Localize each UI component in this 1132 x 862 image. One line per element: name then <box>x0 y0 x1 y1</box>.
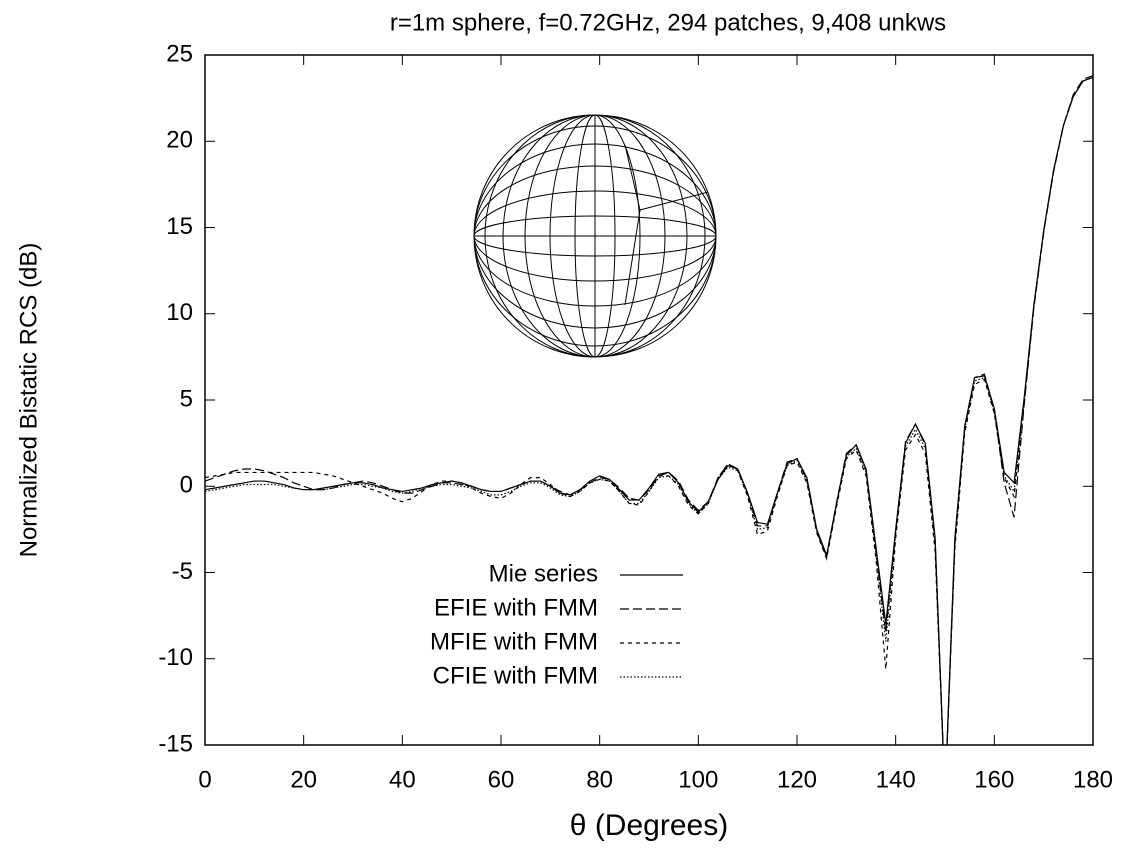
y-tick-label: -10 <box>158 644 193 671</box>
y-tick-label: 10 <box>166 299 193 326</box>
legend-label: MFIE with FMM <box>430 628 598 655</box>
legend-label: CFIE with FMM <box>433 662 598 689</box>
chart-title: r=1m sphere, f=0.72GHz, 294 patches, 9,4… <box>390 9 946 36</box>
series-line <box>205 76 1093 745</box>
y-tick-label: 20 <box>166 127 193 154</box>
series-line <box>205 76 1093 745</box>
x-tick-label: 60 <box>488 766 515 793</box>
x-tick-label: 180 <box>1073 766 1113 793</box>
legend-label: EFIE with FMM <box>434 594 598 621</box>
y-tick-label: 25 <box>166 40 193 67</box>
y-axis-label: Normalized Bistatic RCS (dB) <box>15 243 42 558</box>
x-tick-label: 100 <box>678 766 718 793</box>
y-tick-label: 15 <box>166 213 193 240</box>
series-line <box>205 75 1093 745</box>
x-axis-label: θ (Degrees) <box>570 809 728 842</box>
y-tick-label: -5 <box>172 558 193 585</box>
sphere-inset <box>473 114 717 358</box>
y-tick-label: 0 <box>180 472 193 499</box>
x-tick-label: 40 <box>389 766 416 793</box>
x-tick-label: 140 <box>876 766 916 793</box>
x-tick-label: 0 <box>198 766 211 793</box>
x-tick-label: 80 <box>586 766 613 793</box>
x-tick-label: 20 <box>290 766 317 793</box>
x-tick-label: 120 <box>777 766 817 793</box>
y-tick-label: 5 <box>180 385 193 412</box>
x-tick-label: 160 <box>974 766 1014 793</box>
legend-label: Mie series <box>489 560 598 587</box>
series-line <box>205 76 1093 745</box>
y-tick-label: -15 <box>158 730 193 757</box>
